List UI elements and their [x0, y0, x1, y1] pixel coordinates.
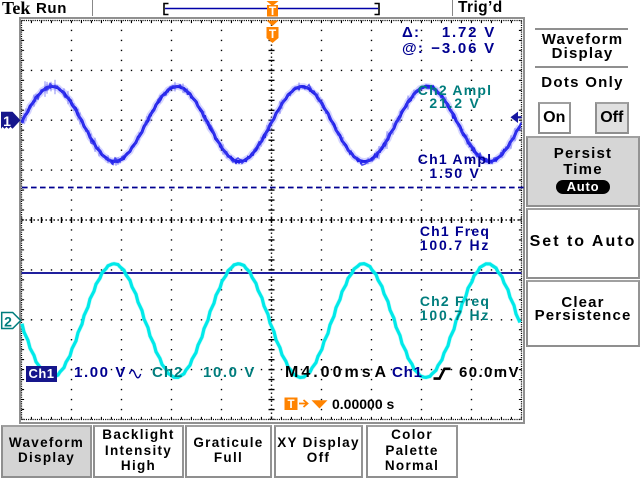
- svg-text:T: T: [269, 27, 277, 41]
- svg-text:1: 1: [3, 113, 11, 129]
- svg-text:T: T: [287, 399, 294, 411]
- svg-text:T: T: [269, 4, 277, 18]
- svg-text:2: 2: [4, 314, 12, 330]
